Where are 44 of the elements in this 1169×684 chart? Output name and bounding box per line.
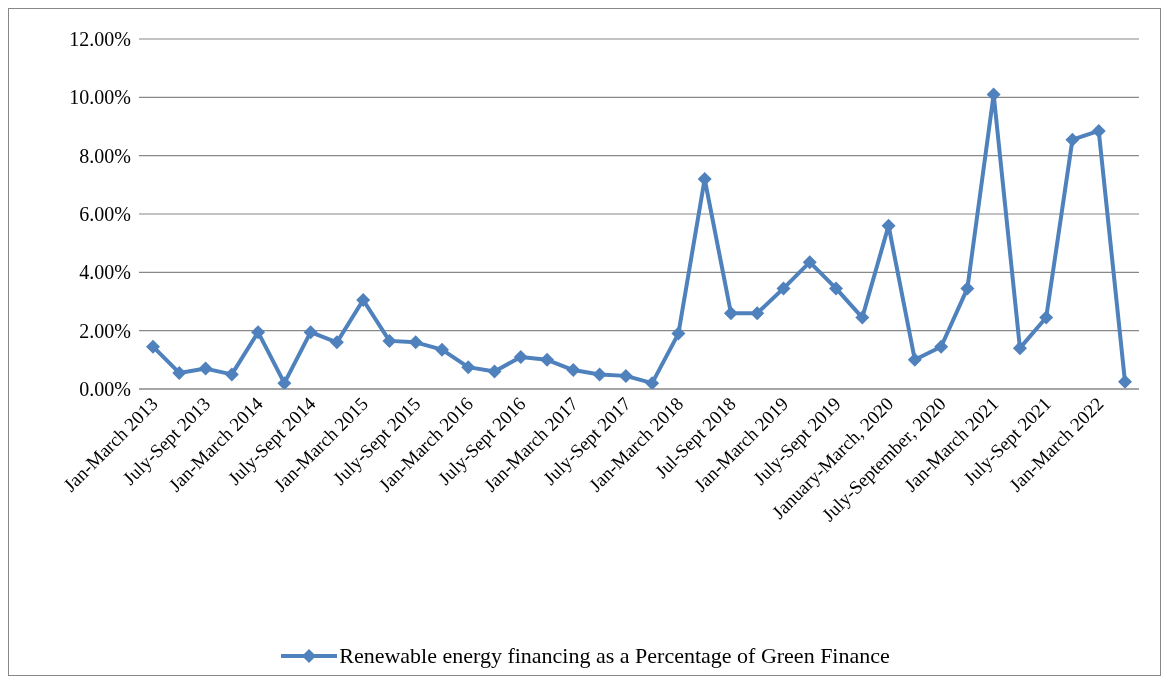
y-tick-label: 6.00%	[79, 203, 131, 226]
point	[1039, 310, 1054, 325]
point	[1065, 132, 1080, 147]
y-tick-label: 10.00%	[69, 86, 131, 109]
point	[172, 365, 187, 380]
point	[960, 281, 975, 296]
point	[566, 363, 581, 378]
point	[776, 281, 791, 296]
point	[1012, 341, 1027, 356]
y-tick-label: 0.00%	[79, 378, 131, 401]
point	[303, 325, 318, 340]
point	[382, 333, 397, 348]
y-tick-label: 4.00%	[79, 261, 131, 284]
point	[829, 281, 844, 296]
point	[1091, 123, 1106, 138]
point	[1118, 374, 1132, 389]
point	[592, 367, 607, 382]
point	[513, 349, 528, 364]
point	[618, 368, 633, 383]
point	[750, 306, 765, 321]
point	[329, 335, 344, 350]
point	[251, 325, 266, 340]
y-tick-label: 8.00%	[79, 144, 131, 167]
legend-label: Renewable energy financing as a Percentage of Green Finance	[339, 643, 890, 669]
point	[855, 310, 870, 325]
point	[540, 352, 555, 367]
point	[461, 360, 476, 375]
point	[934, 339, 949, 354]
point	[224, 367, 239, 382]
point	[697, 172, 712, 186]
point	[146, 339, 160, 354]
point	[356, 293, 371, 308]
y-tick-label: 12.00%	[69, 28, 131, 51]
point	[645, 376, 660, 389]
point	[723, 306, 738, 321]
point	[408, 335, 423, 350]
y-tick-label: 2.00%	[79, 319, 131, 342]
point	[487, 364, 502, 379]
point	[434, 342, 449, 357]
point	[198, 361, 213, 376]
point	[907, 352, 922, 367]
point	[802, 255, 817, 270]
point	[277, 376, 292, 389]
point	[671, 326, 686, 341]
